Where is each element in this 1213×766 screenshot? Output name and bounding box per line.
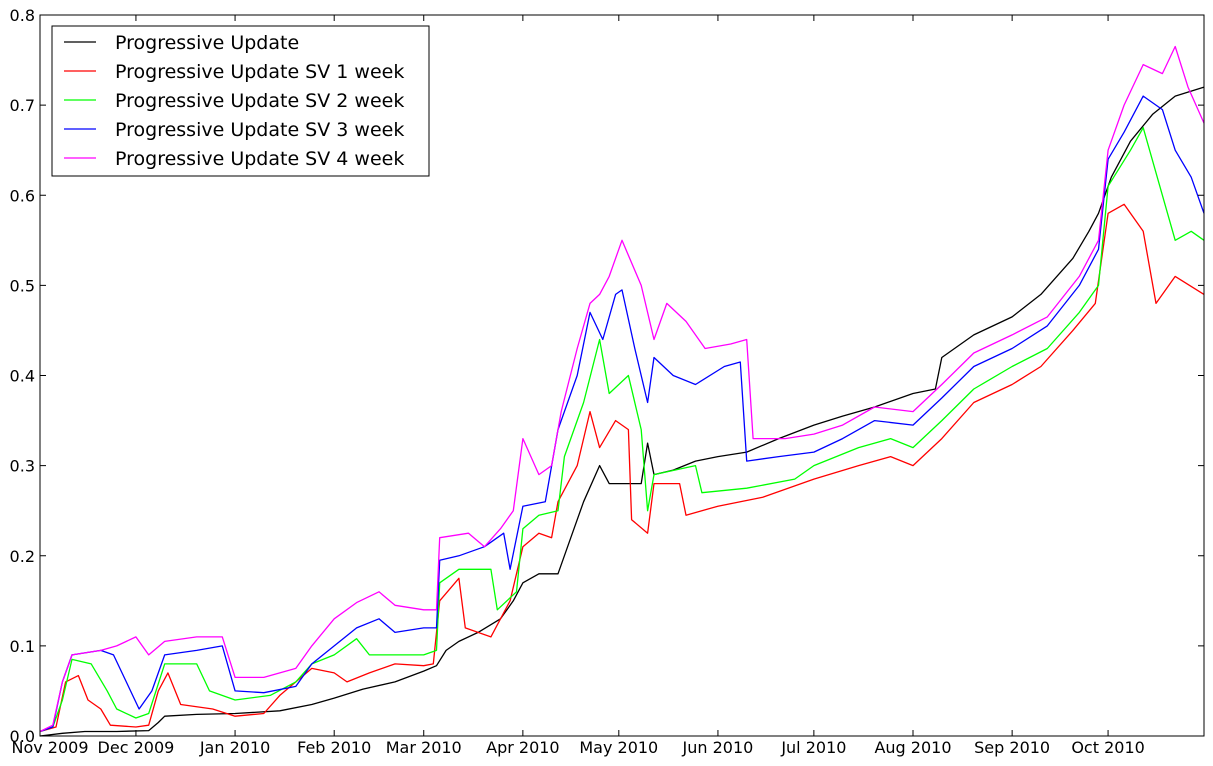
legend-box xyxy=(51,25,430,177)
x-tick-label: Jan 2010 xyxy=(199,738,270,757)
series-layer xyxy=(39,45,1205,737)
y-tick-label: 0.8 xyxy=(10,6,35,25)
y-tick-label: 0.4 xyxy=(10,367,35,386)
y-tick-label: 0.0 xyxy=(10,727,35,746)
legend-label-progressive-update-sv-1-week: Progressive Update SV 1 week xyxy=(115,61,404,83)
x-tick-label: Nov 2009 xyxy=(11,738,88,757)
legend-label-progressive-update-sv-3-week: Progressive Update SV 3 week xyxy=(115,119,404,141)
x-tick-label: Dec 2009 xyxy=(98,738,175,757)
series-line-progressive-update xyxy=(39,86,1205,737)
series-line-progressive-update-sv-2-week xyxy=(39,127,1205,733)
y-tick-label: 0.7 xyxy=(10,96,35,115)
legend-label-progressive-update-sv-2-week: Progressive Update SV 2 week xyxy=(115,90,404,112)
series-line-progressive-update-sv-3-week xyxy=(39,95,1205,733)
legend-label-progressive-update: Progressive Update xyxy=(115,32,299,54)
x-tick-label: Jun 2010 xyxy=(682,738,754,757)
y-tick-label: 0.3 xyxy=(10,457,35,476)
x-tick-label: Oct 2010 xyxy=(1071,738,1144,757)
x-tick-label: Sep 2010 xyxy=(974,738,1050,757)
x-tick-label: Mar 2010 xyxy=(386,738,462,757)
series-line-progressive-update-sv-1-week xyxy=(39,203,1205,733)
y-tick-label: 0.5 xyxy=(10,276,35,295)
series-line-progressive-update-sv-4-week xyxy=(39,45,1205,733)
x-tick-label: Jul 2010 xyxy=(780,738,846,757)
legend-label-progressive-update-sv-4-week: Progressive Update SV 4 week xyxy=(115,148,404,170)
legend-items: Progressive Update Progressive Update SV … xyxy=(64,32,404,170)
x-tick-label: Apr 2010 xyxy=(486,738,559,757)
legend: Progressive Update Progressive Update SV … xyxy=(51,25,430,177)
x-tick-label: May 2010 xyxy=(579,738,658,757)
x-tick-label: Aug 2010 xyxy=(874,738,951,757)
axis-layer: 0.0 0.1 0.2 0.3 0.4 0.5 0.6 0.7 0.8 Nov 2009 Dec 2… xyxy=(10,6,1204,757)
y-tick-label: 0.6 xyxy=(10,186,35,205)
y-tick-label: 0.2 xyxy=(10,547,35,566)
x-tick-label: Feb 2010 xyxy=(297,738,371,757)
y-tick-label: 0.1 xyxy=(10,637,35,656)
